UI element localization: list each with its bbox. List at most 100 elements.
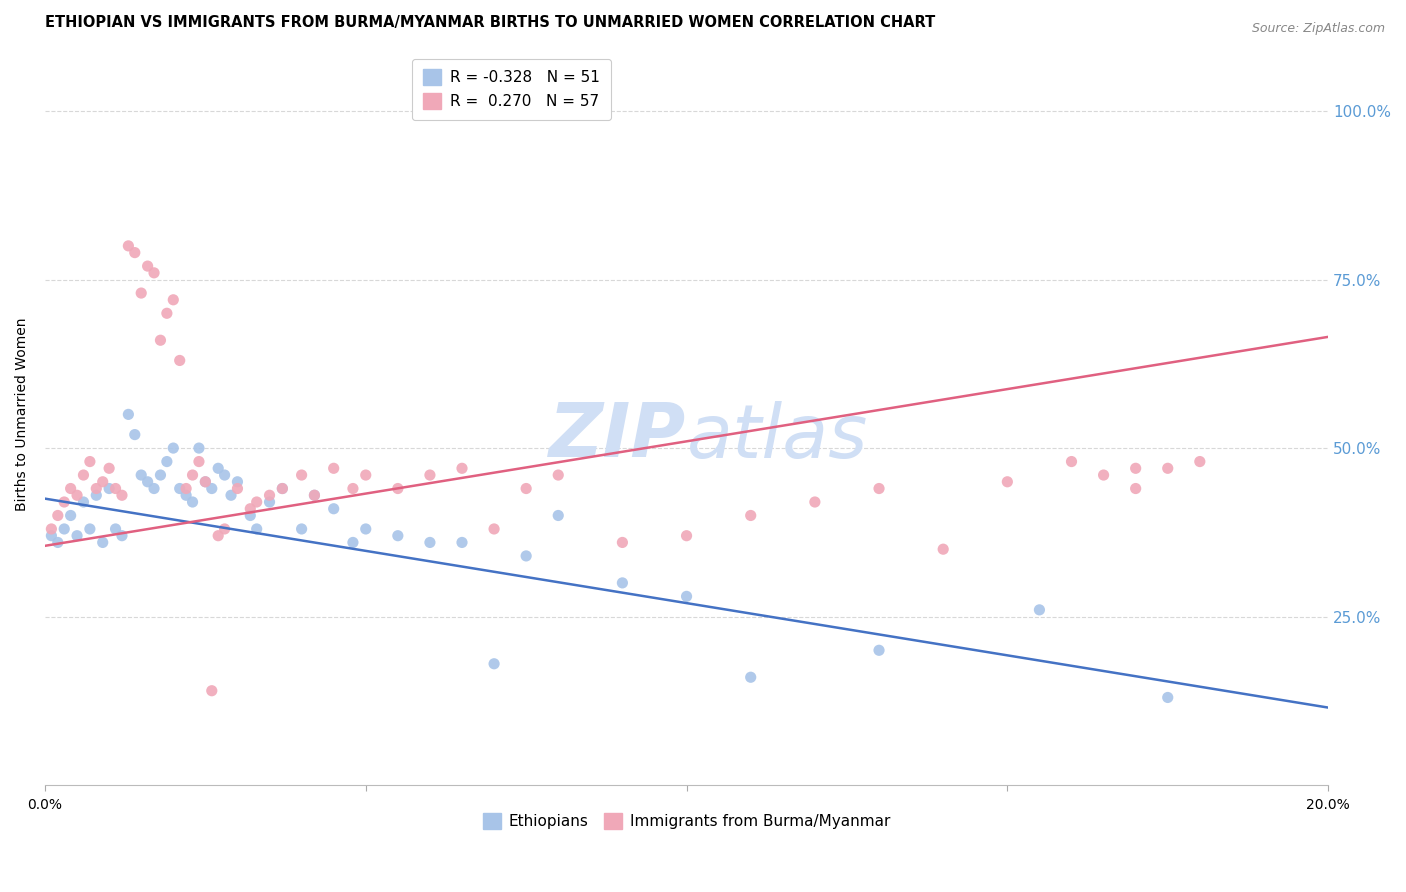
Point: [259, 488, 281, 502]
Point: [111, 488, 134, 502]
Point: [1092, 468, 1115, 483]
Point: [194, 475, 217, 489]
Point: [181, 468, 204, 483]
Point: [342, 535, 364, 549]
Point: [239, 508, 262, 523]
Point: [84, 488, 107, 502]
Point: [419, 535, 441, 549]
Point: [291, 522, 314, 536]
Point: [342, 482, 364, 496]
Point: [41, 529, 63, 543]
Point: [271, 482, 294, 496]
Point: [226, 482, 249, 496]
Point: [219, 488, 242, 502]
Point: [1125, 461, 1147, 475]
Point: [98, 461, 121, 475]
Point: [79, 454, 101, 468]
Point: [271, 482, 294, 496]
Point: [387, 529, 409, 543]
Point: [804, 495, 827, 509]
Point: [91, 475, 114, 489]
Point: [214, 522, 236, 536]
Point: [354, 468, 377, 483]
Point: [1157, 690, 1180, 705]
Point: [354, 522, 377, 536]
Point: [143, 266, 166, 280]
Point: [79, 522, 101, 536]
Point: [387, 482, 409, 496]
Point: [482, 522, 505, 536]
Point: [612, 535, 634, 549]
Point: [72, 468, 94, 483]
Point: [169, 482, 191, 496]
Point: [451, 461, 474, 475]
Point: [181, 495, 204, 509]
Point: [59, 482, 82, 496]
Point: [124, 245, 146, 260]
Point: [304, 488, 326, 502]
Point: [259, 495, 281, 509]
Point: [207, 461, 229, 475]
Point: [66, 488, 89, 502]
Point: [868, 482, 890, 496]
Point: [246, 522, 269, 536]
Point: [1188, 454, 1211, 468]
Point: [169, 353, 191, 368]
Point: [188, 441, 211, 455]
Point: [1028, 603, 1050, 617]
Point: [932, 542, 955, 557]
Point: [156, 306, 179, 320]
Point: [547, 508, 569, 523]
Point: [322, 501, 344, 516]
Point: [1125, 482, 1147, 496]
Point: [246, 495, 269, 509]
Point: [98, 482, 121, 496]
Text: Source: ZipAtlas.com: Source: ZipAtlas.com: [1251, 22, 1385, 36]
Legend: Ethiopians, Immigrants from Burma/Myanmar: Ethiopians, Immigrants from Burma/Myanma…: [475, 805, 898, 837]
Point: [66, 529, 89, 543]
Text: atlas: atlas: [686, 401, 868, 473]
Point: [53, 522, 76, 536]
Point: [143, 482, 166, 496]
Point: [419, 468, 441, 483]
Y-axis label: Births to Unmarried Women: Births to Unmarried Women: [15, 318, 30, 511]
Point: [174, 482, 197, 496]
Text: ETHIOPIAN VS IMMIGRANTS FROM BURMA/MYANMAR BIRTHS TO UNMARRIED WOMEN CORRELATION: ETHIOPIAN VS IMMIGRANTS FROM BURMA/MYANM…: [45, 15, 935, 30]
Point: [547, 468, 569, 483]
Point: [740, 508, 762, 523]
Point: [214, 468, 236, 483]
Point: [1060, 454, 1083, 468]
Text: ZIP: ZIP: [550, 401, 686, 473]
Point: [515, 549, 537, 563]
Point: [675, 529, 697, 543]
Point: [239, 501, 262, 516]
Point: [91, 535, 114, 549]
Point: [1157, 461, 1180, 475]
Point: [304, 488, 326, 502]
Point: [515, 482, 537, 496]
Point: [162, 441, 184, 455]
Point: [104, 522, 127, 536]
Point: [612, 575, 634, 590]
Point: [482, 657, 505, 671]
Point: [129, 468, 152, 483]
Point: [117, 408, 139, 422]
Point: [136, 259, 159, 273]
Point: [59, 508, 82, 523]
Point: [72, 495, 94, 509]
Point: [868, 643, 890, 657]
Point: [53, 495, 76, 509]
Point: [188, 454, 211, 468]
Point: [117, 239, 139, 253]
Point: [207, 529, 229, 543]
Point: [291, 468, 314, 483]
Point: [149, 333, 172, 347]
Point: [675, 590, 697, 604]
Point: [451, 535, 474, 549]
Point: [84, 482, 107, 496]
Point: [149, 468, 172, 483]
Point: [322, 461, 344, 475]
Point: [129, 286, 152, 301]
Point: [136, 475, 159, 489]
Point: [201, 683, 224, 698]
